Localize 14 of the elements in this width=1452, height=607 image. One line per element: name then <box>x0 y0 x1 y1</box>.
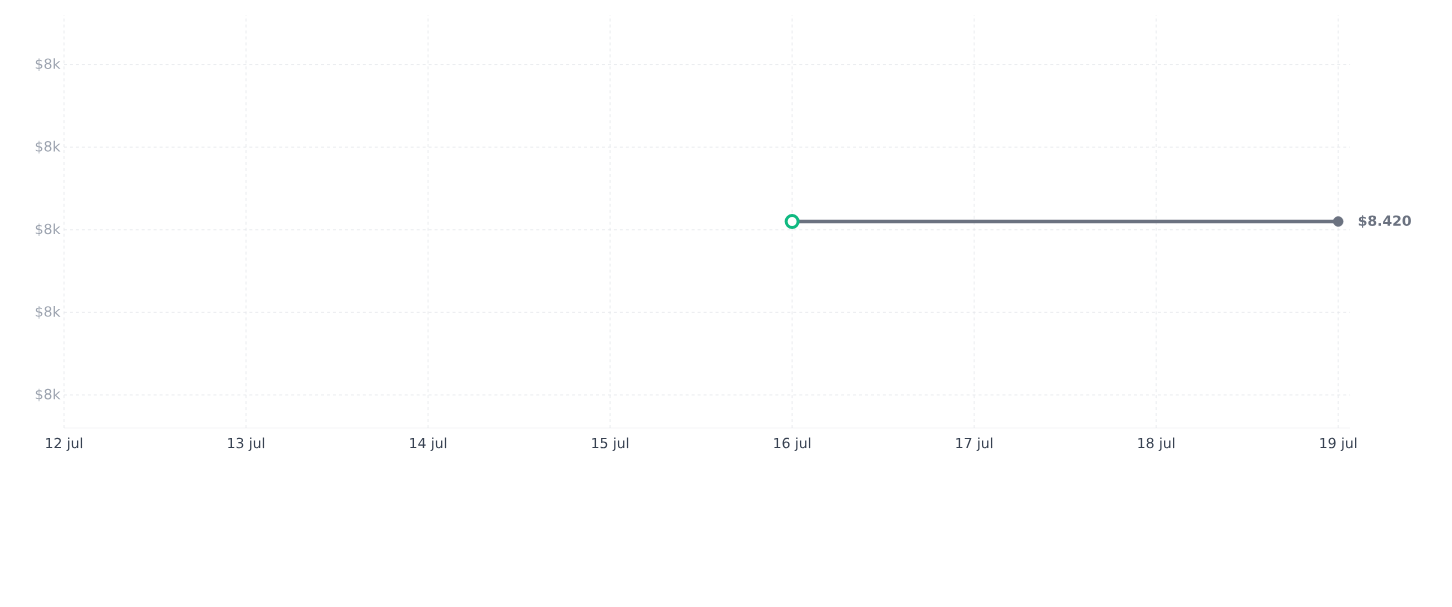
y-tick-label: $8k <box>35 223 61 237</box>
x-tick-label: 14 jul <box>410 437 447 452</box>
x-tick-label: 15 jul <box>592 437 629 452</box>
y-tick-label: $8k <box>35 140 61 154</box>
x-tick-label: 13 jul <box>228 437 265 452</box>
x-tick-label: 17 jul <box>956 437 993 452</box>
x-tick-label: 19 jul <box>1320 437 1357 452</box>
x-tick-label: 12 jul <box>46 437 83 452</box>
y-tick-label: $8k <box>35 306 61 319</box>
y-tick-label: $8k <box>35 388 61 402</box>
data-label: $8.420 <box>1358 215 1411 228</box>
y-tick-label: $8k <box>35 58 61 71</box>
x-tick-label: 18 jul <box>1138 437 1175 452</box>
x-tick-label: 16 jul <box>774 437 811 452</box>
